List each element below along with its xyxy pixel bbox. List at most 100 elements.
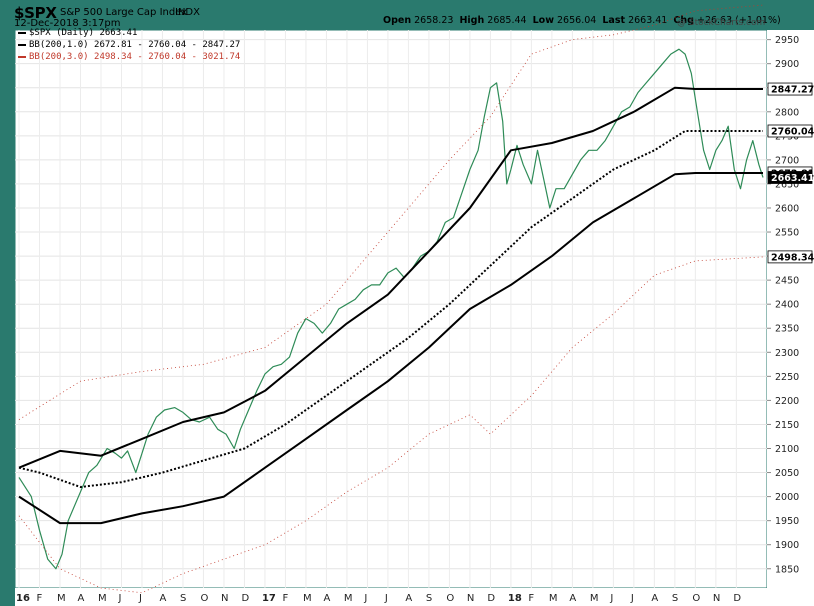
legend-label: $SPX (Daily) 2663.41 — [29, 28, 138, 38]
x-tick-label: 18 — [508, 593, 522, 604]
x-tick-label: M — [549, 593, 558, 604]
security-name: S&P 500 Large Cap Index — [60, 7, 188, 18]
price-flag-label: 2847.27 — [771, 85, 814, 96]
x-tick-label: M — [590, 593, 599, 604]
x-tick-label: N — [713, 593, 720, 604]
price-flag-label: 2663.41 — [771, 173, 814, 184]
price-flag — [767, 82, 813, 96]
x-tick-label: A — [651, 593, 658, 604]
x-tick-label: J — [363, 593, 367, 604]
series-group — [18, 4, 764, 594]
bb1-middle-line — [18, 130, 763, 488]
high-value: 2685.44 — [487, 15, 527, 26]
x-tick-label: M — [98, 593, 107, 604]
x-tick-label: F — [528, 593, 534, 604]
plot-area — [14, 29, 768, 589]
y-tick-label: 2200 — [775, 396, 799, 407]
y-tick-label: 2950 — [775, 35, 799, 46]
y-tick-label: 2650 — [775, 179, 799, 190]
x-tick-label: O — [200, 593, 208, 604]
bb3-upper-line — [18, 4, 764, 420]
x-tick-label: A — [159, 593, 166, 604]
legend-swatch — [18, 31, 26, 34]
price-flag-label: 2498.34 — [771, 252, 814, 263]
legend-item-price: $SPX (Daily) 2663.41 — [18, 27, 240, 39]
y-tick-label: 2100 — [775, 444, 799, 455]
x-tick-label: S — [180, 593, 186, 604]
legend-item-bb1: BB(200,1.0) 2672.81 - 2760.04 - 2847.27 — [18, 39, 240, 51]
legend-label: BB(200,3.0) 2498.34 - 2760.04 - 3021.74 — [29, 52, 241, 62]
chart-date: 12-Dec-2018 3:17pm — [14, 18, 121, 29]
exchange: INDX — [175, 7, 200, 18]
x-tick-label: A — [569, 593, 576, 604]
open-value: 2658.23 — [414, 15, 454, 26]
y-tick-label: 2400 — [775, 300, 799, 311]
x-tick-label: M — [57, 593, 66, 604]
y-tick-label: 2000 — [775, 492, 799, 503]
x-tick-label: D — [733, 593, 741, 604]
price-line — [18, 48, 764, 570]
last-label: Last — [602, 15, 626, 26]
x-tick-label: A — [323, 593, 330, 604]
x-tick-label: M — [303, 593, 312, 604]
chg-value: +26.63 (+1.01%) — [696, 15, 781, 26]
open-label: Open — [383, 15, 412, 26]
x-tick-label: N — [467, 593, 474, 604]
x-tick-label: J — [384, 593, 388, 604]
x-tick-label: J — [630, 593, 634, 604]
x-tick-label: A — [405, 593, 412, 604]
price-flag — [767, 171, 813, 184]
y-tick-label: 1950 — [775, 516, 799, 527]
y-tick-label: 1900 — [775, 540, 799, 551]
x-tick-label: O — [446, 593, 454, 604]
y-tick-label: 2900 — [775, 59, 799, 70]
x-tick-label: F — [36, 593, 42, 604]
quote-bar: Open 2658.23 High 2685.44 Low 2656.04 La… — [383, 15, 781, 26]
x-tick-label: F — [282, 593, 288, 604]
y-tick-label: 2800 — [775, 107, 799, 118]
y-tick-label: 1850 — [775, 564, 799, 575]
y-axis-panel — [767, 30, 814, 588]
y-tick-label: 2150 — [775, 420, 799, 431]
x-tick-label: N — [221, 593, 228, 604]
price-flag — [767, 124, 813, 138]
bb1-upper-line — [18, 86, 763, 469]
legend-swatch — [18, 43, 26, 46]
x-axis-panel — [15, 588, 814, 606]
y-tick-label: 2600 — [775, 203, 799, 214]
price-flag-label: 2760.04 — [771, 126, 814, 137]
x-tick-label: A — [77, 593, 84, 604]
chg-label: Chg — [673, 15, 694, 26]
x-tick-label: S — [672, 593, 678, 604]
y-tick-label: 2050 — [775, 468, 799, 479]
y-tick-label: 2550 — [775, 228, 799, 239]
low-label: Low — [532, 15, 554, 26]
x-tick-label: M — [344, 593, 353, 604]
watermark: @ StockCharts.com — [677, 18, 766, 28]
y-tick-label: 2300 — [775, 348, 799, 359]
last-value: 2663.41 — [628, 15, 668, 26]
high-label: High — [459, 15, 485, 26]
y-tick-label: 2350 — [775, 324, 799, 335]
y-tick-label: 2250 — [775, 372, 799, 383]
x-tick-label: S — [426, 593, 432, 604]
x-axis: 16 F M A M J J A S O N D 17 F M A M J J A S O N D 18 F M A M J J A S O N D — [16, 593, 741, 604]
legend-item-bb3: BB(200,3.0) 2498.34 - 2760.04 - 3021.74 — [18, 51, 240, 63]
bb1-lower-line — [18, 172, 763, 525]
x-tick-label: 16 — [16, 593, 30, 604]
x-tick-label: J — [117, 593, 121, 604]
x-tick-label: D — [241, 593, 249, 604]
y-tick-label: 2700 — [775, 155, 799, 166]
low-value: 2656.04 — [557, 15, 597, 26]
x-tick-label: D — [487, 593, 495, 604]
x-tick-label: 17 — [262, 593, 276, 604]
symbol: $SPX — [14, 4, 57, 22]
legend-label: BB(200,1.0) 2672.81 - 2760.04 - 2847.27 — [29, 40, 241, 50]
grid — [15, 30, 767, 588]
legend-swatch — [18, 55, 26, 58]
x-tick-label: O — [692, 593, 700, 604]
x-tick-label: J — [138, 593, 142, 604]
